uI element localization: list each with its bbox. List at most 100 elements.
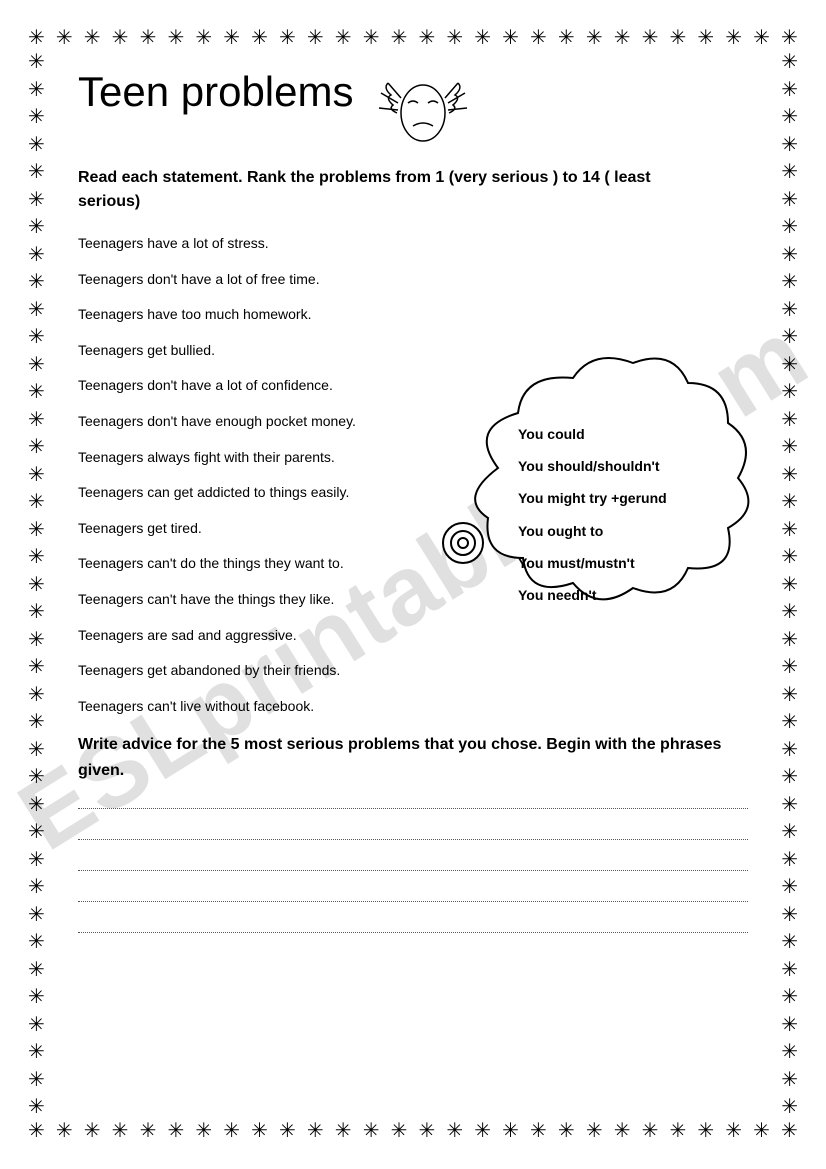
border-star-icon: ✳ [781, 80, 798, 100]
cloud-phrase: You could [518, 418, 667, 450]
border-star-icon: ✳ [28, 327, 45, 347]
border-star-icon: ✳ [28, 932, 45, 952]
border-star-icon: ✳ [781, 575, 798, 595]
border-star-icon: ✳ [781, 685, 798, 705]
border-star-icon: ✳ [586, 28, 603, 48]
border-star-icon: ✳ [446, 1121, 463, 1141]
border-star-icon: ✳ [140, 1121, 157, 1141]
answer-line[interactable] [78, 870, 748, 871]
thought-cloud: You could You should/shouldn't You might… [418, 348, 758, 688]
border-star-icon: ✳ [28, 1070, 45, 1090]
border-star-icon: ✳ [28, 217, 45, 237]
border-star-icon: ✳ [28, 987, 45, 1007]
border-star-icon: ✳ [781, 492, 798, 512]
border-star-icon: ✳ [558, 1121, 575, 1141]
border-star-icon: ✳ [195, 1121, 212, 1141]
border-star-icon: ✳ [781, 300, 798, 320]
border-star-icon: ✳ [781, 1070, 798, 1090]
border-star-icon: ✳ [669, 1121, 686, 1141]
border-star-icon: ✳ [56, 28, 73, 48]
border-star-icon: ✳ [56, 1121, 73, 1141]
border-star-icon: ✳ [502, 28, 519, 48]
border-star-icon: ✳ [614, 28, 631, 48]
border-star-icon: ✳ [28, 767, 45, 787]
border-star-icon: ✳ [28, 850, 45, 870]
border-star-icon: ✳ [781, 740, 798, 760]
border-star-icon: ✳ [28, 162, 45, 182]
border-star-icon: ✳ [28, 1042, 45, 1062]
border-star-icon: ✳ [28, 795, 45, 815]
border-star-icon: ✳ [781, 272, 798, 292]
border-star-icon: ✳ [28, 272, 45, 292]
border-star-icon: ✳ [781, 52, 798, 72]
border-star-icon: ✳ [28, 245, 45, 265]
answer-line[interactable] [78, 901, 748, 902]
border-star-icon: ✳ [279, 28, 296, 48]
border-star-icon: ✳ [28, 52, 45, 72]
border-star-icon: ✳ [642, 28, 659, 48]
border-star-icon: ✳ [28, 905, 45, 925]
border-star-icon: ✳ [418, 28, 435, 48]
border-star-icon: ✳ [474, 1121, 491, 1141]
answer-line[interactable] [78, 808, 748, 809]
statement-item: Teenagers can't do the things they want … [78, 554, 378, 574]
border-star-icon: ✳ [195, 28, 212, 48]
border-left: ✳✳✳✳✳✳✳✳✳✳✳✳✳✳✳✳✳✳✳✳✳✳✳✳✳✳✳✳✳✳✳✳✳✳✳✳✳✳✳ [28, 52, 45, 1117]
border-star-icon: ✳ [474, 28, 491, 48]
title-row: Teen problems [78, 68, 748, 148]
statement-item: Teenagers get bullied. [78, 341, 378, 361]
statement-item: Teenagers get abandoned by their friends… [78, 661, 378, 681]
border-star-icon: ✳ [84, 1121, 101, 1141]
border-star-icon: ✳ [781, 602, 798, 622]
border-star-icon: ✳ [28, 685, 45, 705]
border-star-icon: ✳ [781, 355, 798, 375]
statement-item: Teenagers can't live without facebook. [78, 697, 378, 717]
border-star-icon: ✳ [446, 28, 463, 48]
border-star-icon: ✳ [28, 1097, 45, 1117]
border-star-icon: ✳ [28, 520, 45, 540]
cloud-phrase: You should/shouldn't [518, 450, 667, 482]
border-star-icon: ✳ [558, 28, 575, 48]
statement-item: Teenagers have a lot of stress. [78, 234, 378, 254]
border-star-icon: ✳ [28, 80, 45, 100]
border-star-icon: ✳ [223, 1121, 240, 1141]
statement-item: Teenagers don't have enough pocket money… [78, 412, 378, 432]
border-star-icon: ✳ [28, 822, 45, 842]
border-star-icon: ✳ [28, 657, 45, 677]
border-star-icon: ✳ [84, 28, 101, 48]
cloud-phrase: You ought to [518, 515, 667, 547]
answer-line[interactable] [78, 839, 748, 840]
border-star-icon: ✳ [781, 877, 798, 897]
border-star-icon: ✳ [753, 1121, 770, 1141]
statement-item: Teenagers always fight with their parent… [78, 448, 378, 468]
instructions-2: Write advice for the 5 most serious prob… [78, 732, 748, 783]
border-star-icon: ✳ [28, 547, 45, 567]
cloud-phrase: You must/mustn't [518, 547, 667, 579]
border-star-icon: ✳ [28, 630, 45, 650]
border-star-icon: ✳ [167, 1121, 184, 1141]
border-star-icon: ✳ [669, 28, 686, 48]
border-star-icon: ✳ [28, 410, 45, 430]
content-area: Teen problems Read each statement. Rank … [78, 68, 748, 1101]
border-star-icon: ✳ [223, 28, 240, 48]
border-star-icon: ✳ [28, 575, 45, 595]
border-top: ✳✳✳✳✳✳✳✳✳✳✳✳✳✳✳✳✳✳✳✳✳✳✳✳✳✳✳✳ [28, 28, 798, 48]
border-star-icon: ✳ [725, 28, 742, 48]
border-star-icon: ✳ [781, 437, 798, 457]
border-star-icon: ✳ [642, 1121, 659, 1141]
border-star-icon: ✳ [418, 1121, 435, 1141]
border-star-icon: ✳ [781, 712, 798, 732]
border-star-icon: ✳ [781, 327, 798, 347]
border-star-icon: ✳ [781, 905, 798, 925]
border-star-icon: ✳ [28, 740, 45, 760]
answer-line[interactable] [78, 932, 748, 933]
border-star-icon: ✳ [502, 1121, 519, 1141]
border-star-icon: ✳ [391, 1121, 408, 1141]
border-star-icon: ✳ [363, 28, 380, 48]
statement-item: Teenagers get tired. [78, 519, 378, 539]
border-star-icon: ✳ [697, 28, 714, 48]
border-star-icon: ✳ [781, 162, 798, 182]
cloud-phrases-list: You could You should/shouldn't You might… [518, 418, 667, 611]
statement-item: Teenagers are sad and aggressive. [78, 626, 378, 646]
instructions-1: Read each statement. Rank the problems f… [78, 166, 698, 214]
